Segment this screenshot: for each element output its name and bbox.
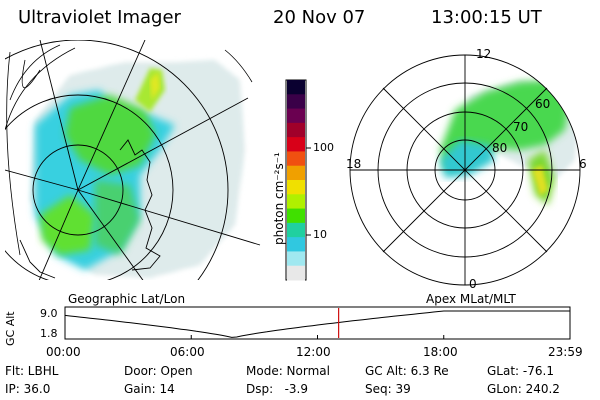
status-glon: GLon: 240.2: [487, 382, 560, 396]
status-glat: GLat: -76.1: [487, 364, 554, 378]
altitude-plot: [64, 306, 571, 340]
colorbar-stripe: [287, 80, 305, 95]
colorbar-stripe: [287, 265, 305, 281]
mlt-label-18: 18: [346, 157, 362, 171]
status-filter: Flt: LBHL: [5, 364, 59, 378]
polar-panel-label: Apex MLat/MLT: [426, 292, 516, 306]
xtick-1800: 18:00: [423, 345, 458, 359]
geographic-panel-label: Geographic Lat/Lon: [68, 292, 186, 306]
colorbar-stripe: [287, 251, 305, 267]
colorbar-stripe: [287, 165, 305, 181]
time-label: 13:00:15 UT: [431, 7, 542, 28]
colorbar-tick-10: 10: [313, 228, 327, 241]
mlat-label-80: 80: [492, 141, 508, 155]
colorbar-stripe: [287, 237, 305, 252]
colorbar: [285, 79, 311, 281]
mlat-label-60: 60: [535, 97, 551, 111]
polar-image: [440, 80, 580, 205]
colorbar-tick-100: 100: [313, 141, 334, 154]
mlt-label-0: 0: [469, 277, 477, 291]
polar-grid: [349, 54, 581, 286]
status-door: Door: Open: [124, 364, 193, 378]
altitude-ylabel: GC Alt: [4, 311, 17, 346]
colorbar-stripe: [287, 122, 305, 138]
mlt-label-6: 6: [579, 157, 587, 171]
xtick-2359: 23:59: [548, 345, 583, 359]
status-ip: IP: 36.0: [5, 382, 51, 396]
xtick-1200: 12:00: [296, 345, 331, 359]
altitude-ymax: 9.0: [40, 307, 58, 320]
colorbar-unit-label: photon cm⁻²s⁻¹: [272, 152, 286, 245]
colorbar-stripe: [287, 137, 305, 152]
date-label: 20 Nov 07: [273, 7, 366, 28]
xtick-0600: 06:00: [170, 345, 205, 359]
status-gc-alt: GC Alt: 6.3 Re: [365, 364, 449, 378]
mlt-label-12: 12: [476, 47, 492, 61]
colorbar-stripe: [287, 94, 305, 110]
colorbar-stripe: [287, 151, 305, 167]
status-gain: Gain: 14: [124, 382, 175, 396]
xtick-0000: 00:00: [46, 345, 81, 359]
mlat-label-70: 70: [513, 120, 529, 134]
colorbar-stripe: [287, 208, 305, 224]
status-dsp: Dsp: -3.9: [246, 382, 309, 396]
colorbar-stripe: [287, 180, 305, 195]
status-seq: Seq: 39: [365, 382, 411, 396]
status-mode: Mode: Normal: [246, 364, 330, 378]
colorbar-stripe: [287, 108, 305, 124]
instrument-title: Ultraviolet Imager: [18, 7, 181, 28]
altitude-ymin: 1.8: [40, 327, 58, 340]
geographic-image: [5, 40, 261, 280]
colorbar-stripe: [287, 222, 305, 238]
colorbar-stripe: [287, 194, 305, 210]
